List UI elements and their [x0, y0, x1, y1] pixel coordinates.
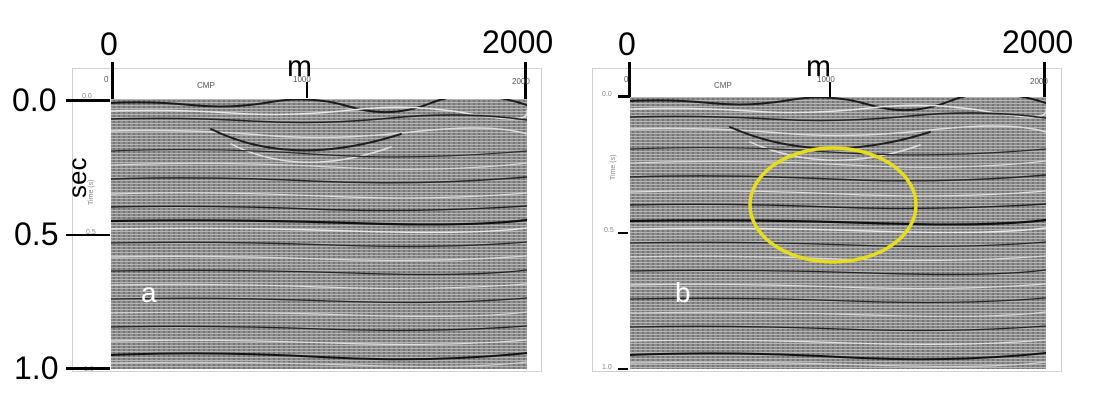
panel-a-y-tick-bottom: [66, 367, 110, 370]
panel-b-x-unit-label: m: [806, 50, 831, 83]
panel-a-x-end-label: 2000: [482, 24, 554, 60]
panel-a-y-tick-top: [66, 99, 110, 102]
panel-b-frame: [592, 68, 1062, 372]
panel-a-small-x-end: 2000: [512, 77, 530, 86]
y-axis-unit-label: sec: [62, 157, 92, 198]
panel-a-letter: a: [141, 277, 157, 308]
panel-b-x-end-label: 2000: [1002, 24, 1074, 60]
panel-a-x-unit-label: m: [287, 50, 312, 83]
panel-b-small-y-label: Time (s): [610, 154, 617, 180]
panel-b-letter: b: [675, 277, 691, 308]
panel-b-y-tick-top: [618, 95, 630, 98]
panel-b-y-tick-mid: [618, 232, 628, 234]
panel-a-small-y-mid: 0.5: [86, 229, 96, 236]
panel-b-small-y-bottom: 1.0: [602, 364, 612, 371]
panel-b-small-y-top: 0.0: [602, 91, 612, 98]
panel-a-frame: [72, 68, 542, 372]
panel-b-highlight-ellipse: [748, 146, 918, 264]
panel-a-small-y-top: 0.0: [82, 93, 92, 100]
panel-a-x-start-label: 0: [100, 26, 118, 62]
panel-b-small-x-title: CMP: [714, 81, 732, 90]
y-axis-label-bottom: 1.0: [14, 350, 59, 386]
panel-b-small-y-mid: 0.5: [604, 227, 614, 234]
panel-a-x-start-tick: [111, 62, 114, 100]
panel-a-small-x-start: 0: [104, 75, 109, 84]
panel-b-seismic-section: [630, 97, 1046, 369]
panel-a-x-mid-tick: [306, 82, 308, 98]
panel-a-small-x-title: CMP: [197, 81, 215, 90]
panel-b-x-start-label: 0: [618, 26, 636, 62]
panel-b-x-mid-tick: [829, 82, 831, 98]
y-axis-label-top: 0.0: [12, 82, 57, 118]
panel-b-small-x-mid: 1000: [817, 75, 835, 84]
panel-b-x-start-tick: [628, 62, 631, 98]
panel-a-seismic-section: [111, 99, 527, 369]
panel-a-small-x-mid: 1000: [293, 75, 311, 84]
panel-b-small-x-end: 2000: [1030, 77, 1048, 86]
panel-a-y-tick-mid: [66, 234, 110, 236]
panel-a-x-end-tick: [524, 62, 527, 100]
panel-b-small-x-start: 0: [624, 75, 629, 84]
y-axis-label-mid: 0.5: [14, 216, 59, 252]
panel-b-y-tick-bottom: [618, 368, 628, 370]
panel-b-x-end-tick: [1043, 62, 1046, 98]
